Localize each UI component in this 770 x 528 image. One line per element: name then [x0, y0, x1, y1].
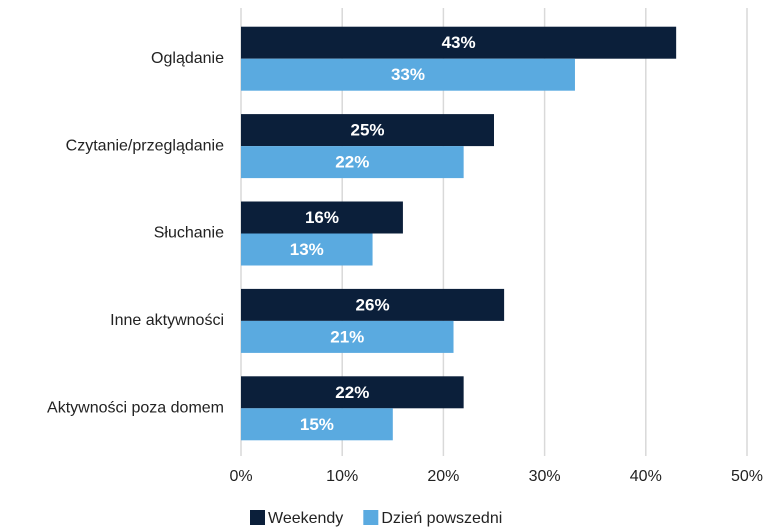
x-tick-label: 20%: [427, 468, 459, 485]
bar: [241, 58, 575, 91]
x-tick-label: 30%: [529, 468, 561, 485]
bar: [241, 26, 677, 59]
data-label: 25%: [350, 121, 384, 140]
x-tick-label: 50%: [731, 468, 763, 485]
data-label: 16%: [305, 208, 339, 227]
data-label: 43%: [442, 33, 476, 52]
legend-swatch: [250, 510, 265, 525]
data-label: 21%: [330, 327, 364, 346]
data-label: 15%: [300, 415, 334, 434]
x-tick-label: 10%: [326, 468, 358, 485]
y-tick-label: Inne aktywności: [110, 312, 224, 329]
y-tick-label: Czytanie/przeglądanie: [66, 137, 224, 154]
data-label: 22%: [335, 383, 369, 402]
y-tick-label: Słuchanie: [154, 225, 224, 242]
legend-label: Weekendy: [268, 510, 343, 527]
bar: [241, 114, 494, 147]
data-label: 13%: [290, 240, 324, 259]
y-tick-label: Aktywności poza domem: [47, 400, 224, 417]
y-tick-label: Oglądanie: [151, 50, 224, 67]
x-tick-label: 0%: [229, 468, 252, 485]
data-label: 26%: [356, 295, 390, 314]
data-label: 33%: [391, 65, 425, 84]
legend-swatch: [363, 510, 379, 525]
bar: [241, 408, 393, 441]
x-tick-label: 40%: [630, 468, 662, 485]
bar: [241, 376, 464, 409]
data-label: 22%: [335, 153, 369, 172]
bar: [241, 201, 403, 234]
bar: [241, 320, 454, 353]
bar: [241, 233, 373, 266]
legend-label: Dzień powszedni: [381, 510, 502, 527]
bar: [241, 288, 505, 321]
bar: [241, 146, 464, 179]
